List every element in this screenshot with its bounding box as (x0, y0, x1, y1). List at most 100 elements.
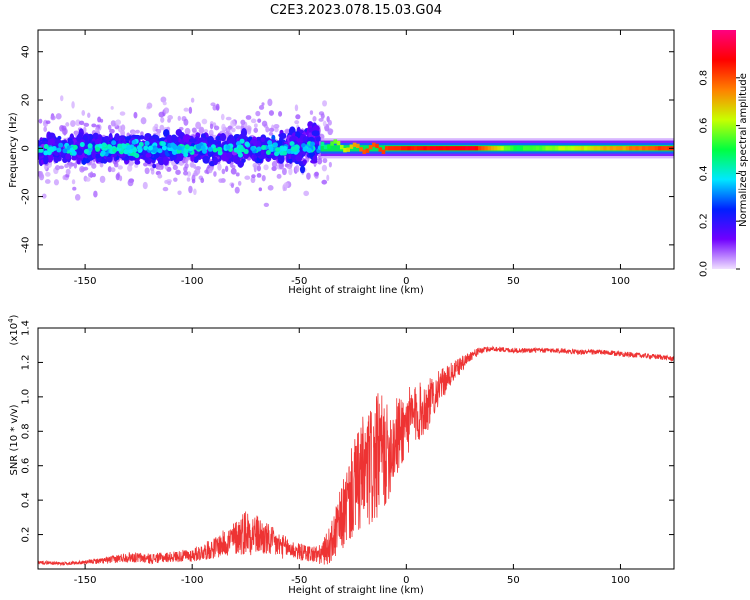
spectrogram-speckle (91, 163, 97, 169)
spectrogram-speckle (135, 129, 140, 134)
spectrogram-tone-cell (651, 146, 656, 151)
spectrogram-speckle (45, 171, 51, 177)
spectrogram-y-tick-label: -40 (21, 237, 32, 253)
spectrogram-speckle (54, 165, 61, 171)
spectrogram-tone-cell (388, 146, 392, 151)
spectrogram-tone-cell (497, 146, 501, 151)
spectrogram-speckle (200, 177, 205, 183)
spectrogram-cell (114, 133, 120, 142)
spectrogram-cell (163, 129, 170, 138)
spectrogram-tone-cell (397, 146, 402, 151)
spectrogram-tone-cell (532, 146, 537, 151)
spectrogram-cell (166, 134, 173, 144)
snr-y-ticks: 0.2 0.4 0.6 0.8 1.0 1.2 1.4 (21, 320, 674, 543)
spectrogram-tone-cell (478, 146, 482, 151)
spectrogram-speckle (201, 118, 208, 125)
spectrogram-speckle (188, 106, 193, 114)
spectrogram-cell (57, 135, 62, 141)
spectrogram-speckle (162, 101, 167, 106)
spectrogram-speckle (64, 163, 69, 169)
spectrogram-peak (100, 150, 106, 156)
spectrogram-speckle (208, 167, 213, 174)
spectrogram-tone-cell (410, 146, 415, 151)
spectrogram-speckle (235, 172, 240, 177)
spectrogram-tone-cell (400, 146, 405, 151)
spectrogram-cell (76, 157, 81, 165)
colorbar-tick-label: 0.2 (699, 213, 710, 229)
spectrogram-speckle (71, 101, 75, 109)
spectrogram-tone-cell (641, 146, 646, 151)
spectrogram-speckle (177, 190, 182, 196)
spectrogram-peak (161, 145, 167, 151)
spectrogram-speckle (160, 96, 167, 103)
spectrogram-peak (147, 145, 153, 151)
spectrogram-cell (188, 138, 197, 143)
spectrogram-speckle (167, 114, 173, 120)
spectrogram-speckle (119, 175, 123, 182)
spectrogram-tone-cell (429, 146, 434, 151)
spectrogram-peak (256, 146, 262, 152)
spectrogram-peak (265, 149, 271, 155)
spectrogram-tone-cell (555, 146, 559, 151)
spectrogram-tone-cell (449, 146, 453, 151)
spectrogram-tone-cell (506, 146, 511, 151)
snr-y-tick-label: 1.4 (21, 320, 32, 336)
spectrogram-tone-cell (356, 143, 360, 149)
spectrogram-tone-cell (426, 146, 431, 151)
spectrogram-peak (225, 144, 231, 150)
spectrogram-tone-cell (420, 146, 424, 151)
spectrogram-x-ticks: -150 -100 -50 0 50 100 (74, 30, 630, 287)
spectrogram-tone-cell (558, 146, 562, 151)
spectrogram-speckle (256, 173, 262, 178)
spectrogram-cell (302, 159, 307, 165)
spectrogram-tone-cell (654, 146, 659, 151)
spectrogram-tone-cell (474, 146, 479, 151)
spectrogram-speckle (189, 161, 195, 168)
spectrogram-speckle (184, 158, 189, 164)
spectrogram-tone-cell (629, 146, 633, 151)
spectrogram-cell (155, 140, 161, 149)
spectrogram-tone-cell (584, 146, 588, 151)
spectrogram-cell (152, 163, 157, 169)
spectrogram-image (38, 95, 674, 208)
spectrogram-tone-cell (468, 146, 473, 151)
spectrogram-speckle (38, 118, 43, 124)
spectrogram-speckle (329, 128, 334, 134)
spectrogram-speckle (38, 171, 44, 179)
spectrogram-tone-cell (471, 146, 476, 151)
spectrogram-tone-cell (500, 146, 505, 151)
spectrogram-speckle (235, 125, 242, 130)
snr-x-tick-label: 100 (611, 575, 630, 586)
spectrogram-speckle (294, 164, 300, 173)
spectrogram-peak (176, 145, 182, 151)
spectrogram-tone-cell (391, 146, 395, 151)
spectrogram-cell (62, 157, 67, 163)
spectrogram-cell (76, 148, 84, 156)
spectrogram-speckle (83, 126, 87, 134)
spectrogram-speckle (133, 111, 138, 119)
spectrogram-tone-cell (442, 146, 447, 151)
spectrogram-speckle (159, 124, 165, 131)
spectrogram-speckle (85, 177, 91, 182)
spectrogram-speckle (267, 98, 273, 107)
spectrogram-speckle (73, 162, 78, 169)
spectrogram-speckle (278, 110, 283, 117)
spectrogram-cell (312, 155, 318, 163)
spectrogram-speckle (110, 120, 116, 127)
spectrogram-cell (226, 152, 233, 159)
spectrogram-tone-cell (510, 146, 514, 151)
spectrogram-speckle (87, 112, 91, 118)
colorbar-tick-label: 0.6 (699, 118, 710, 134)
spectrogram-speckle (173, 177, 178, 182)
spectrogram-panel: -150 -100 -50 0 50 100 -40 -20 0 20 40 Height of … (8, 29, 675, 296)
spectrogram-cell (202, 155, 210, 164)
spectrogram-speckle (321, 179, 328, 185)
spectrogram-peak (123, 149, 129, 155)
spectrogram-speckle (81, 109, 86, 116)
snr-y-tick-label: 0.8 (21, 423, 32, 439)
spectrogram-tone-cell (333, 139, 338, 144)
snr-x-tick-label: -150 (74, 575, 97, 586)
spectrogram-cell (65, 153, 71, 160)
spectrogram-tone-cell (622, 146, 627, 151)
